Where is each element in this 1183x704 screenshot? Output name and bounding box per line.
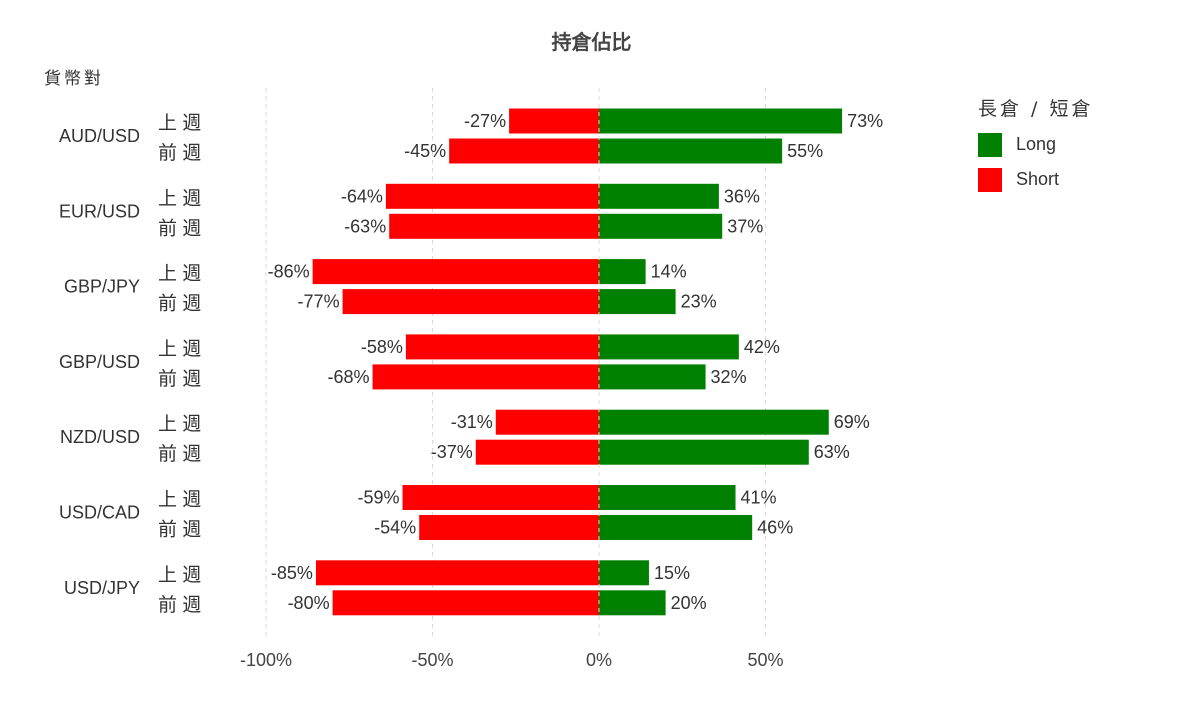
bar-long — [599, 138, 783, 164]
bar-long — [599, 289, 676, 315]
x-tick-label: 50% — [747, 650, 783, 670]
pair-label: NZD/USD — [60, 427, 140, 447]
bar-label-short: -68% — [328, 367, 370, 387]
bar-label-long: 23% — [681, 292, 717, 312]
pair-label: USD/JPY — [64, 578, 140, 598]
bar-label-short: -64% — [341, 186, 383, 206]
bar-label-short: -80% — [288, 593, 330, 613]
pair-label: EUR/USD — [59, 201, 140, 221]
bar-long — [599, 213, 723, 239]
legend: 長倉 / 短倉 Long Short — [978, 94, 1093, 197]
bar-label-long: 20% — [671, 593, 707, 613]
bar-short — [332, 590, 599, 616]
bar-long — [599, 364, 706, 390]
bar-label-long: 41% — [741, 488, 777, 508]
period-label: 上 週 — [158, 413, 201, 435]
bar-long — [599, 439, 809, 465]
y-axis-title: 貨幣對 — [44, 69, 104, 89]
x-tick-label: -100% — [240, 650, 292, 670]
pair-label: GBP/USD — [59, 352, 140, 372]
bar-label-long: 37% — [727, 216, 763, 236]
bar-label-long: 42% — [744, 337, 780, 357]
bar-label-long: 36% — [724, 186, 760, 206]
period-label: 上 週 — [158, 564, 201, 586]
bar-short — [449, 138, 599, 164]
bar-short — [475, 439, 599, 465]
bar-label-short: -77% — [298, 292, 340, 312]
bar-label-long: 32% — [711, 367, 747, 387]
bar-label-short: -45% — [404, 141, 446, 161]
bar-label-short: -59% — [357, 488, 399, 508]
bar-label-long: 69% — [834, 412, 870, 432]
period-label: 上 週 — [158, 338, 201, 360]
bar-short — [342, 289, 599, 315]
bar-label-long: 55% — [787, 141, 823, 161]
chart-title: 持倉佔比 — [551, 30, 632, 54]
bar-long — [599, 108, 843, 134]
bar-label-short: -37% — [431, 442, 473, 462]
period-label: 前 週 — [158, 217, 201, 239]
legend-swatch-short — [978, 167, 1002, 192]
period-label: 上 週 — [158, 489, 201, 511]
period-label: 前 週 — [158, 594, 201, 616]
bar-label-short: -58% — [361, 337, 403, 357]
bar-label-short: -86% — [268, 262, 310, 282]
bar-short — [495, 409, 599, 435]
legend-item-long[interactable]: Long — [978, 127, 1093, 162]
legend-label-short: Short — [1016, 169, 1060, 189]
bar-label-short: -27% — [464, 111, 506, 131]
bar-long — [599, 183, 719, 209]
bar-short — [389, 213, 599, 239]
bar-short — [372, 364, 599, 390]
bar-short — [509, 108, 599, 134]
bar-short — [385, 183, 599, 209]
period-label: 上 週 — [158, 112, 201, 134]
bar-label-short: -31% — [451, 412, 493, 432]
bar-label-short: -54% — [374, 518, 416, 538]
bar-long — [599, 259, 646, 285]
legend-swatch-long — [978, 132, 1002, 157]
period-label: 前 週 — [158, 443, 201, 465]
bar-short — [312, 259, 599, 285]
bar-short — [405, 334, 599, 360]
bar-label-long: 63% — [814, 442, 850, 462]
bar-long — [599, 485, 736, 510]
legend-title: 長倉 / 短倉 — [978, 98, 1094, 120]
bar-long — [599, 409, 829, 435]
bar-long — [599, 334, 739, 360]
period-label: 前 週 — [158, 519, 201, 541]
bar-short — [419, 515, 599, 540]
period-label: 上 週 — [158, 263, 201, 285]
legend-item-short[interactable]: Short — [978, 162, 1093, 197]
pair-label: USD/CAD — [59, 503, 140, 523]
period-label: 上 週 — [158, 187, 201, 209]
x-tick-label: 0% — [586, 650, 612, 670]
bar-short — [315, 560, 599, 586]
bar-label-long: 73% — [847, 111, 883, 131]
pair-label: GBP/JPY — [64, 277, 140, 297]
period-label: 前 週 — [158, 142, 201, 164]
x-tick-label: -50% — [411, 650, 453, 670]
bar-label-short: -63% — [344, 216, 386, 236]
bar-long — [599, 560, 649, 586]
period-label: 前 週 — [158, 293, 201, 315]
bar-label-long: 14% — [651, 262, 687, 282]
bar-short — [402, 485, 599, 510]
bar-long — [599, 515, 753, 540]
period-label: 前 週 — [158, 368, 201, 390]
pair-label: AUD/USD — [59, 126, 140, 146]
bar-label-long: 15% — [654, 563, 690, 583]
bar-label-long: 46% — [757, 518, 793, 538]
bar-label-short: -85% — [271, 563, 313, 583]
legend-label-long: Long — [1016, 134, 1057, 154]
bar-long — [599, 590, 666, 616]
